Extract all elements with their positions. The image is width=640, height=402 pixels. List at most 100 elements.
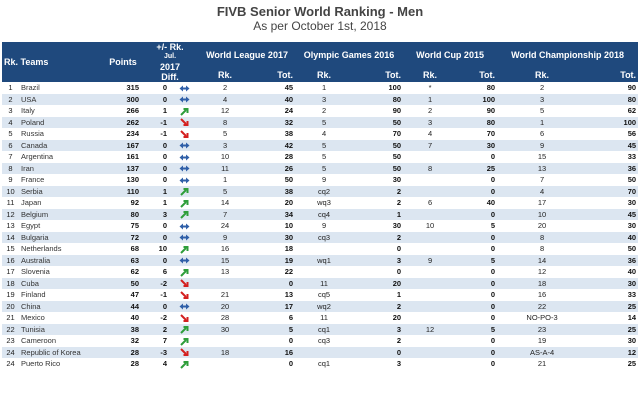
points-cell: 62 (105, 266, 142, 278)
og-total-cell-text: 50 (392, 117, 402, 127)
wc-rank-cell (403, 266, 458, 278)
table-row: 5 Russia 234 -1 5 38 4 70 4 70 6 56 (2, 128, 639, 140)
wl-total-cell-text: 10 (284, 221, 294, 231)
trend-cell (169, 346, 200, 358)
points-cell-text: 72 (130, 232, 140, 242)
wch-total-cell: 45 (587, 139, 639, 151)
wc-rank-cell (403, 208, 458, 220)
og-total-cell: 80 (353, 93, 404, 105)
wl-rank-cell: 16 (199, 243, 252, 255)
wc-total-cell-text: 0 (490, 175, 496, 185)
og-rank-cell-text: 9 (321, 221, 327, 231)
wch-total-cell: 50 (587, 243, 639, 255)
wl-total-cell: 50 (251, 174, 296, 186)
wl-total-cell: 0 (251, 277, 296, 289)
wl-rank-cell (199, 335, 252, 347)
wl-total-cell-text: 42 (284, 140, 294, 150)
wc-total-cell: 0 (457, 358, 498, 370)
wch-total-cell: 62 (587, 105, 639, 117)
wch-rank-cell: NO-PO-3 (497, 312, 588, 324)
og-total-cell-text: 1 (396, 209, 402, 219)
trend-cell (169, 151, 200, 163)
team-cell: Canada (19, 139, 106, 151)
wc-total-cell: 80 (457, 116, 498, 128)
wch-rank-cell-text: 23 (537, 324, 547, 334)
rank-cell-text: 17 (6, 267, 15, 277)
trend-same-icon (179, 153, 190, 162)
header-diff: +/- Rk. Jul. 2017 Diff. (141, 42, 200, 82)
rank-cell: 16 (2, 254, 19, 266)
team-cell: Puerto Rico (19, 358, 106, 370)
wc-total-cell: 0 (457, 346, 498, 358)
wl-total-cell-text: 16 (284, 347, 294, 357)
table-row: 2 USA 300 0 4 40 3 80 1 100 3 80 (2, 93, 639, 105)
wch-total-cell-text: 100 (623, 117, 637, 127)
og-total-cell-text: 2 (396, 232, 402, 242)
wc-total-cell-text: 25 (486, 163, 496, 173)
wl-rank-cell-text: 18 (220, 347, 230, 357)
wch-total-cell-text: 45 (627, 140, 637, 150)
diff-cell: 0 (141, 231, 170, 243)
wl-rank-cell (199, 358, 252, 370)
trend-down-icon (179, 348, 190, 357)
wc-total-cell: 5 (457, 220, 498, 232)
team-cell-text: Republic of Korea (21, 347, 81, 357)
og-rank-cell: 1 (295, 82, 354, 94)
wch-rank-cell-text: 6 (539, 129, 545, 139)
header-row-sub: Rk. Tot. Rk. Tot. Rk. Tot. Rk. Tot. (2, 67, 639, 82)
header-og-rk: Rk. (295, 67, 354, 82)
diff-cell-text: 0 (162, 152, 168, 162)
diff-cell-text: -2 (160, 313, 168, 323)
trend-same-icon (179, 95, 190, 104)
wch-total-cell: 45 (587, 208, 639, 220)
wl-rank-cell: 8 (199, 116, 252, 128)
table-row: 17 Slovenia 62 6 13 22 0 0 12 40 (2, 266, 639, 278)
og-rank-cell-text: cq4 (317, 209, 331, 219)
wch-rank-cell: 10 (497, 208, 588, 220)
og-rank-cell-text: cq1 (317, 359, 331, 369)
diff-cell: 0 (141, 93, 170, 105)
wc-total-cell-text: 5 (490, 255, 496, 265)
wl-rank-cell-text: 1 (222, 175, 228, 185)
wc-rank-cell-text: 6 (427, 198, 433, 208)
wl-rank-cell-text: 14 (220, 198, 230, 208)
title-block: FIVB Senior World Ranking - Men As per O… (0, 0, 640, 42)
diff-cell-text: 6 (162, 267, 168, 277)
wc-total-cell-text: 30 (486, 140, 496, 150)
wl-total-cell: 20 (251, 197, 296, 209)
wl-rank-cell-text: 4 (222, 94, 228, 104)
og-rank-cell: 11 (295, 277, 354, 289)
og-rank-cell: wq1 (295, 254, 354, 266)
rank-cell: 20 (2, 300, 19, 312)
og-rank-cell-text: cq3 (317, 232, 331, 242)
team-cell-text: China (21, 301, 41, 311)
wl-rank-cell-text: 21 (220, 290, 230, 300)
og-rank-cell-text: 11 (320, 278, 328, 288)
points-cell-text: 63 (130, 255, 140, 265)
wc-rank-cell-text: 4 (427, 129, 433, 139)
wc-total-cell-text: 80 (486, 117, 496, 127)
wl-total-cell: 30 (251, 231, 296, 243)
rank-cell: 11 (2, 197, 19, 209)
wc-rank-cell: 2 (403, 105, 458, 117)
og-rank-cell (295, 266, 354, 278)
header-olympic-games: Olympic Games 2016 (295, 42, 404, 68)
rank-cell-text: 19 (6, 290, 15, 300)
og-total-cell: 20 (353, 277, 404, 289)
og-total-cell: 0 (353, 346, 404, 358)
wl-rank-cell-text: 16 (220, 244, 230, 254)
points-cell-text: 68 (130, 244, 140, 254)
table-row: 16 Australia 63 0 15 19 wq1 3 9 5 14 36 (2, 254, 639, 266)
header-wc-rk: Rk. (403, 67, 458, 82)
wc-rank-cell (403, 358, 458, 370)
team-cell: Republic of Korea (19, 346, 106, 358)
wch-total-cell: 25 (587, 300, 639, 312)
og-total-cell: 90 (353, 105, 404, 117)
points-cell: 161 (105, 151, 142, 163)
points-cell-text: 28 (130, 347, 140, 357)
wc-rank-cell (403, 346, 458, 358)
rank-cell-text: 20 (6, 301, 15, 311)
points-cell-text: 50 (130, 278, 140, 288)
og-total-cell: 1 (353, 289, 404, 301)
wch-rank-cell: 18 (497, 277, 588, 289)
